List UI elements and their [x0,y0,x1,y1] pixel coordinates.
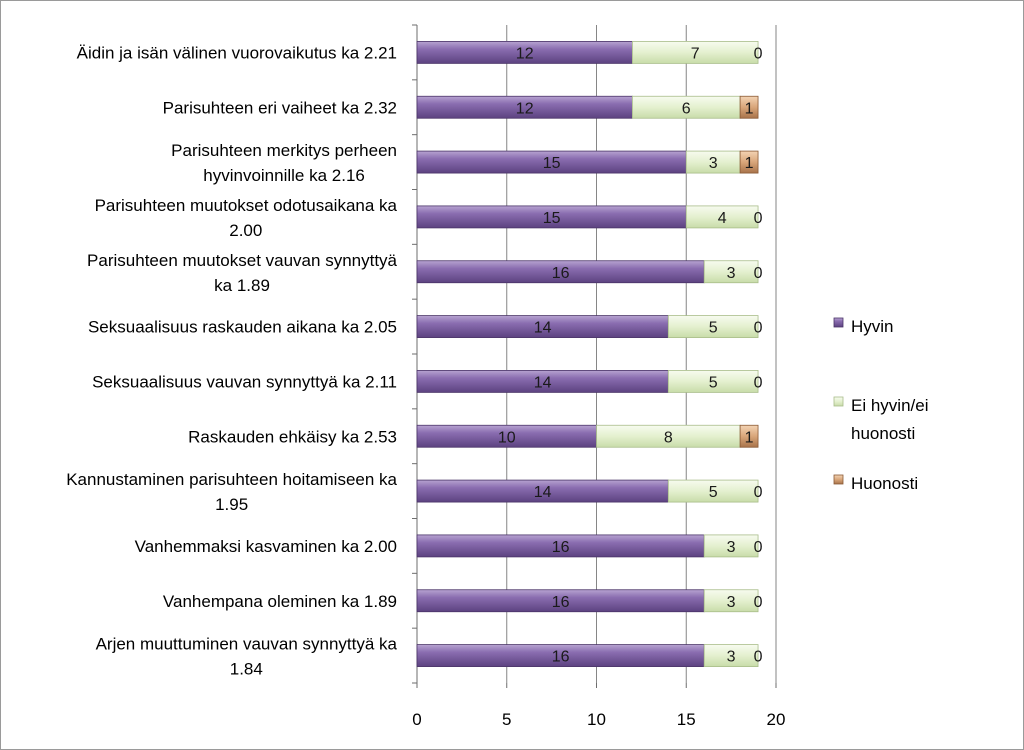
bar-ei-hyvin-ei-huonosti-10 [703,534,759,558]
category-label-2: Parisuhteen eri vaiheet ka 2.32 [163,98,397,117]
x-tick-label-15: 15 [677,710,696,729]
data-label-6-3: 0 [754,320,763,337]
bar-ei-hyvin-ei-huonosti-4 [685,205,759,229]
grid-layer [412,24,777,688]
bar-huonosti-2 [739,95,759,119]
data-label-9-2: 5 [709,484,718,501]
legend-swatch-2 [833,396,844,407]
data-label-12-2: 3 [727,649,736,666]
bar-ei-hyvin-ei-huonosti-5 [703,260,759,284]
legend-label-2: Ei hyvin/ei [851,396,928,415]
category-label-5-line-2: ka 1.89 [214,276,270,295]
category-label-4-line-1: Parisuhteen muutokset odotusaikana ka [95,196,398,215]
data-label-5-2: 3 [727,265,736,282]
data-label-4-1: 15 [543,210,561,227]
category-label-7: Seksuaalisuus vauvan synnyttyä ka 2.11 [92,372,397,391]
data-label-1-3: 0 [754,45,763,62]
data-label-10-1: 16 [552,539,570,556]
data-label-3-1: 15 [543,155,561,172]
data-label-2-1: 12 [516,100,534,117]
data-label-9-3: 0 [754,484,763,501]
category-label-12-line-2: 1.84 [230,660,263,679]
data-label-1-1: 12 [516,45,534,62]
legend-label-1: Hyvin [851,317,894,336]
data-label-4-3: 0 [754,210,763,227]
data-label-8-1: 10 [498,429,516,446]
legend-swatch-1 [833,317,844,328]
legend-layer: Hyvin Ei hyvin/ei huonosti Huonosti [833,317,928,493]
data-label-7-3: 0 [754,374,763,391]
category-label-10: Vanhemmaksi kasvaminen ka 2.00 [135,537,397,556]
data-label-2-3: 1 [745,100,754,117]
category-label-6: Seksuaalisuus raskauden aikana ka 2.05 [88,318,397,337]
x-tick-label-0: 0 [412,710,421,729]
data-label-6-2: 5 [709,320,718,337]
data-label-7-2: 5 [709,374,718,391]
bar-ei-hyvin-ei-huonosti-11 [703,589,759,613]
data-label-10-2: 3 [727,539,736,556]
data-label-2-2: 6 [682,100,691,117]
legend-label-3: Huonosti [851,474,918,493]
category-label-5-line-1: Parisuhteen muutokset vauvan synnyttyä [87,251,397,270]
data-label-4-2: 4 [718,210,727,227]
bar-ei-hyvin-ei-huonosti-1 [632,41,759,64]
category-label-3-line-2: hyvinvoinnille ka 2.16 [203,166,365,185]
category-label-8: Raskauden ehkäisy ka 2.53 [188,427,397,446]
data-label-1-2: 7 [691,45,700,62]
bar-ei-hyvin-ei-huonosti-9 [667,479,759,503]
category-label-3-line-1: Parisuhteen merkitys perheen [171,141,397,160]
data-label-11-1: 16 [552,594,570,611]
category-label-12-line-1: Arjen muuttuminen vauvan synnyttyä ka [96,635,398,654]
bars-layer [416,41,759,667]
data-label-9-1: 14 [534,484,552,501]
bar-huonosti-3 [739,150,759,174]
data-label-10-3: 0 [754,539,763,556]
data-label-12-3: 0 [754,649,763,666]
x-tick-label-20: 20 [767,710,786,729]
category-label-9-line-1: Kannustaminen parisuhteen hoitamiseen ka [66,470,397,489]
data-label-12-1: 16 [552,649,570,666]
data-label-8-3: 1 [745,429,754,446]
data-label-5-1: 16 [552,265,570,282]
x-tick-label-5: 5 [502,710,511,729]
x-tick-label-10: 10 [587,710,606,729]
data-label-5-3: 0 [754,265,763,282]
bar-ei-hyvin-ei-huonosti-6 [667,315,759,338]
bar-ei-hyvin-ei-huonosti-12 [703,644,759,667]
data-label-11-3: 0 [754,594,763,611]
data-label-11-2: 3 [727,594,736,611]
data-label-3-3: 1 [745,155,754,172]
legend-label-2-line-2: huonosti [851,424,915,443]
data-label-3-2: 3 [709,155,718,172]
bar-huonosti-8 [739,424,759,448]
legend-swatch-3 [833,474,844,485]
category-label-9-line-2: 1.95 [215,495,248,514]
category-label-11: Vanhempana oleminen ka 1.89 [163,592,397,611]
bar-ei-hyvin-ei-huonosti-7 [667,370,759,393]
data-label-8-2: 8 [664,429,673,446]
category-label-1: Äidin ja isän välinen vuorovaikutus ka 2… [77,43,397,62]
data-label-6-1: 14 [534,320,552,337]
category-label-4-line-2: 2.00 [229,221,262,240]
data-label-7-1: 14 [534,374,552,391]
